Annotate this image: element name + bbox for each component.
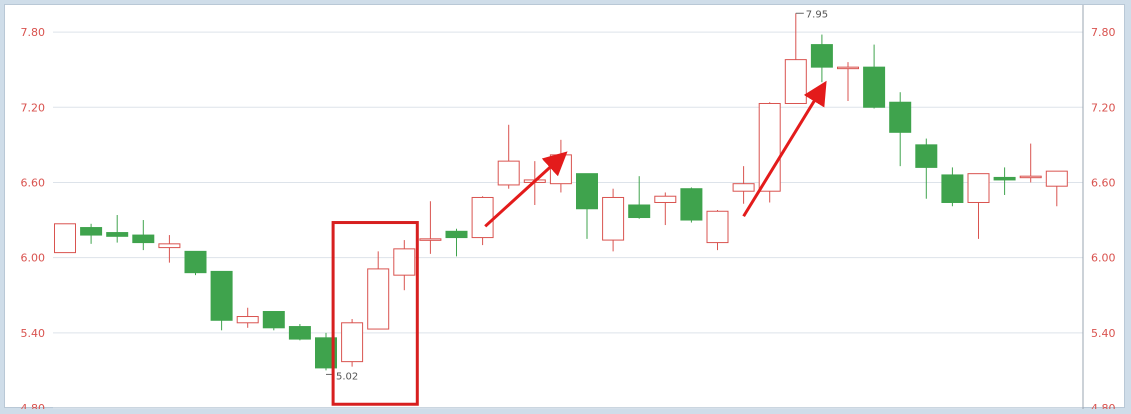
candle-body: [445, 230, 468, 239]
candle-body: [941, 174, 964, 203]
candle-body: [497, 160, 520, 186]
candle-body: [863, 66, 886, 108]
candle-body: [732, 183, 755, 192]
candle-down: [863, 44, 886, 109]
candle-body: [419, 238, 442, 241]
candle-up: [158, 235, 181, 263]
candle-up: [602, 188, 625, 252]
candle-body: [1019, 175, 1042, 179]
candle-body: [341, 322, 364, 363]
candle-down: [315, 332, 337, 371]
y-tick-label-left: 4.80: [21, 402, 46, 409]
candle-body: [967, 173, 990, 203]
candle-up: [1045, 170, 1068, 207]
candle-body: [784, 59, 807, 104]
candle-body: [80, 227, 103, 236]
candle-up: [393, 240, 416, 291]
candle-body: [706, 210, 729, 244]
y-tick-label-left: 5.40: [21, 327, 46, 340]
y-tick-label-right: 7.20: [1091, 101, 1116, 114]
left-axis-ticks: 4.80 5.40 6.00 6.60 7.20 7.80: [21, 26, 46, 409]
high-price-label: 7.95: [806, 9, 828, 20]
candle-body: [236, 316, 259, 324]
y-tick-label-right: 4.80: [1091, 402, 1116, 409]
candle-down: [915, 138, 938, 199]
candle-body: [132, 234, 155, 244]
candle-down: [106, 215, 129, 243]
candle-body: [810, 44, 833, 68]
candle-down: [184, 250, 207, 276]
candle-up: [784, 13, 807, 104]
candle-body: [315, 337, 337, 369]
highlight-box: [331, 221, 419, 406]
candle-body: [993, 176, 1016, 181]
candle-down: [941, 167, 964, 207]
candle-up: [54, 223, 76, 254]
candle-body: [654, 195, 677, 203]
candle-up: [758, 102, 781, 203]
candle-body: [184, 250, 207, 274]
y-tick-label-left: 7.20: [21, 101, 46, 114]
y-tick-label-right: 5.40: [1091, 327, 1116, 340]
candle-down: [628, 176, 651, 219]
right-axis-ticks: 4.80 5.40 6.00 6.60 7.20 7.80: [1091, 26, 1116, 409]
candle-down: [80, 223, 103, 244]
candle-up: [419, 201, 442, 254]
candle-down: [889, 92, 912, 167]
y-tick-label-right: 7.80: [1091, 26, 1116, 39]
candlestick-chart: 4.80 5.40 6.00 6.60 7.20 7.80 4.80 5.40 6.00 6.6…: [21, 5, 1116, 409]
candle-body: [54, 223, 76, 254]
candle-down: [262, 311, 285, 331]
candle-down: [680, 187, 703, 223]
candle-body: [837, 66, 859, 70]
trend-arrow-1: [484, 151, 568, 228]
candle-body: [393, 248, 416, 276]
trend-arrow-2: [742, 80, 827, 218]
candle-down: [576, 173, 598, 239]
y-tick-label-left: 7.80: [21, 26, 46, 39]
candle-up: [367, 251, 390, 330]
candle-up: [837, 62, 859, 101]
y-tick-label-right: 6.00: [1091, 252, 1116, 265]
candle-down: [445, 228, 468, 257]
grid-lines: [53, 31, 1083, 409]
candle-body: [367, 268, 390, 330]
candle-up: [341, 319, 364, 367]
candle-body: [576, 173, 598, 210]
candle-body: [158, 243, 181, 249]
candle-up: [497, 124, 520, 189]
candles: [54, 13, 1068, 371]
candle-body: [210, 270, 233, 321]
candle-up: [654, 192, 677, 226]
y-tick-label-right: 6.60: [1091, 176, 1116, 189]
candle-up: [549, 139, 572, 193]
candle-body: [889, 101, 912, 133]
candle-up: [1019, 143, 1042, 183]
candle-body: [602, 196, 625, 241]
candle-down: [810, 34, 833, 83]
candle-body: [288, 326, 311, 340]
candle-up: [471, 196, 494, 246]
chart-frame: 4.80 5.40 6.00 6.60 7.20 7.80 4.80 5.40 6.00 6.6…: [4, 4, 1125, 409]
candle-body: [1045, 170, 1068, 187]
candle-body: [758, 102, 781, 192]
candle-up: [732, 166, 755, 204]
candle-down: [993, 167, 1016, 195]
candle-down: [210, 270, 233, 331]
candle-body: [106, 232, 129, 237]
candle-up: [236, 307, 259, 328]
candle-body: [262, 311, 285, 329]
annotations: 7.95 5.02: [326, 9, 828, 406]
candle-up: [706, 210, 729, 251]
candle-body: [680, 188, 703, 221]
low-price-label: 5.02: [336, 371, 358, 382]
candle-body: [915, 144, 938, 168]
y-tick-label-left: 6.60: [21, 176, 46, 189]
candle-body: [471, 196, 494, 239]
candle-down: [288, 324, 311, 341]
y-tick-label-left: 6.00: [21, 252, 46, 265]
candle-body: [628, 204, 651, 219]
candle-down: [132, 220, 155, 251]
candle-up: [967, 173, 990, 239]
